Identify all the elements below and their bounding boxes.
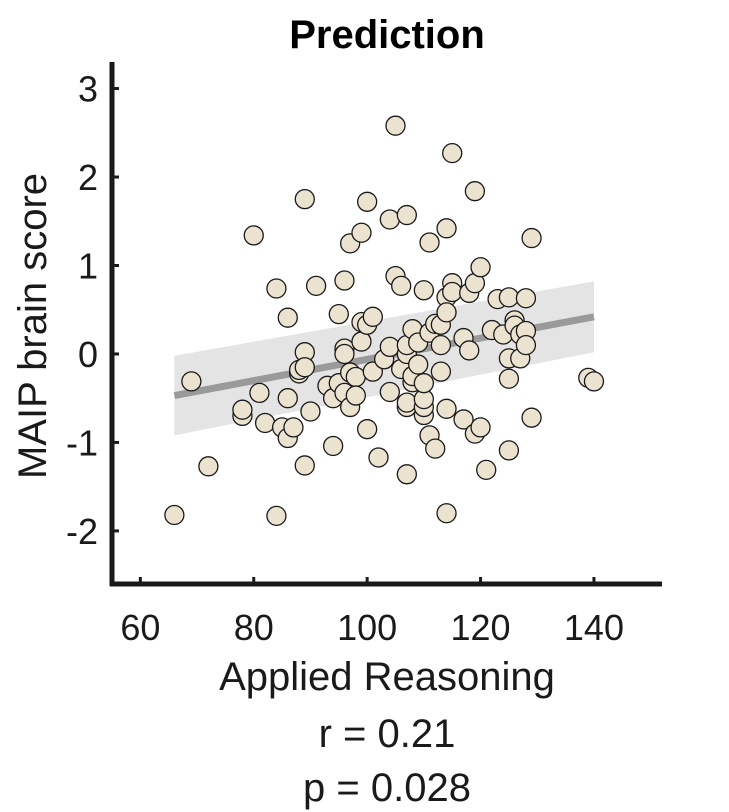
data-point [351, 222, 372, 243]
data-point [385, 115, 406, 136]
p-value-text: p = 0.028 [303, 766, 471, 810]
tick-labels-layer: 60 80 100 120 140 3 2 1 0 -1 -2 [66, 69, 624, 648]
x-tick-label: 60 [120, 607, 160, 648]
data-point [470, 257, 491, 278]
data-point [328, 304, 349, 325]
data-point [305, 275, 327, 296]
y-axis-label: MAIP brain score [11, 173, 55, 479]
data-point [498, 287, 520, 308]
data-point [515, 288, 537, 309]
correlation-r-text: r = 0.21 [319, 712, 456, 756]
y-tick-label: -1 [66, 422, 98, 463]
data-point [362, 306, 383, 327]
data-point [436, 503, 457, 524]
data-point [243, 225, 264, 246]
data-point [442, 142, 463, 164]
chart-title: Prediction [289, 13, 485, 57]
data-point [396, 464, 417, 485]
data-point [334, 270, 355, 291]
data-point [413, 280, 435, 301]
data-point [436, 218, 457, 239]
data-point [396, 392, 417, 413]
x-tick-label: 140 [564, 607, 624, 648]
data-point [266, 278, 287, 299]
y-tick-label: 2 [78, 157, 98, 198]
data-point [294, 455, 315, 476]
y-tick-label: -2 [66, 511, 98, 552]
data-point [476, 459, 497, 481]
x-tick-label: 120 [451, 607, 511, 648]
data-point [379, 336, 400, 358]
data-point [357, 191, 378, 212]
x-axis-label: Applied Reasoning [219, 655, 555, 699]
y-tick-label: 0 [78, 334, 98, 375]
data-point [266, 505, 287, 527]
data-point [453, 409, 474, 430]
data-point [283, 417, 304, 438]
y-tick-label: 3 [78, 69, 98, 110]
data-point [345, 385, 366, 406]
data-point [368, 447, 389, 468]
data-point [164, 504, 185, 526]
data-point [277, 388, 298, 409]
data-point [294, 357, 315, 378]
data-point [198, 456, 219, 477]
axes-layer [109, 62, 662, 587]
data-point [436, 398, 457, 419]
data-point [345, 366, 366, 388]
data-point [379, 381, 400, 403]
data-point [583, 371, 605, 392]
data-point [396, 204, 417, 226]
data-point [430, 334, 452, 356]
data-point [498, 440, 520, 461]
data-point [232, 399, 253, 420]
data-point [436, 302, 457, 323]
data-point [277, 307, 298, 328]
data-point [249, 382, 270, 404]
data-point [181, 371, 202, 392]
data-point [379, 209, 400, 230]
data-point [498, 368, 520, 389]
data-point [464, 181, 486, 202]
data-point [515, 334, 537, 356]
data-point [413, 373, 435, 394]
data-point [442, 281, 463, 303]
x-tick-label: 80 [234, 607, 274, 648]
data-point [470, 417, 491, 438]
data-point [430, 361, 452, 382]
data-point [391, 275, 412, 296]
data-point [322, 435, 344, 457]
data-point [459, 340, 480, 361]
data-point [300, 401, 321, 422]
data-point [351, 331, 372, 352]
data-point [425, 438, 446, 459]
x-tick-label: 100 [337, 607, 397, 648]
data-point [419, 232, 440, 253]
data-points-layer [164, 115, 605, 527]
data-point [254, 412, 276, 434]
data-point [357, 419, 378, 440]
data-point [521, 407, 542, 428]
data-point [334, 343, 355, 365]
data-point [294, 188, 315, 210]
y-tick-label: 1 [78, 245, 98, 286]
data-point [408, 354, 429, 375]
data-point [521, 227, 542, 249]
